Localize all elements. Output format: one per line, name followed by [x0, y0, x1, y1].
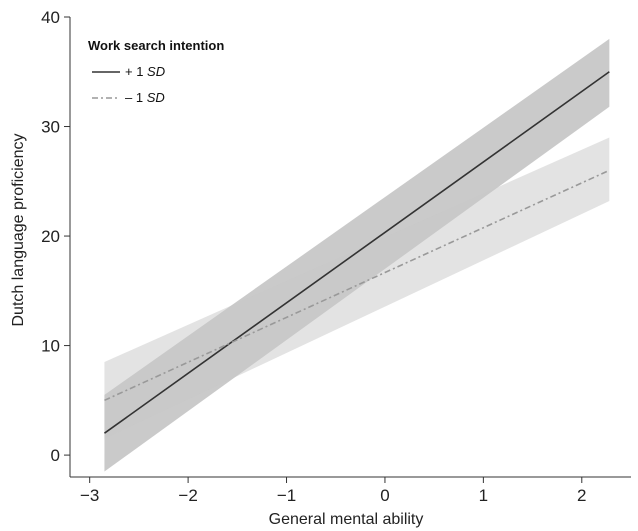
confidence-bands — [104, 38, 610, 472]
legend-title: Work search intention — [88, 38, 224, 53]
line-series-1 — [103, 71, 610, 434]
y-axis-title: Dutch language proficiency — [10, 133, 27, 326]
x-tick-label: 0 — [380, 486, 389, 505]
line-series-2 — [104, 169, 610, 402]
x-tick-label: −2 — [178, 486, 197, 505]
legend-label-plus-1sd: + 1 SD — [125, 64, 165, 79]
series-lines — [103, 71, 610, 434]
y-tick-label: 30 — [41, 118, 60, 137]
legend-label-minus-1sd: – 1 SD — [125, 90, 165, 105]
y-ticks: 0 10 20 30 40 — [41, 8, 70, 465]
x-tick-label: 2 — [577, 486, 586, 505]
legend: Work search intention + 1 SD – 1 SD — [88, 38, 224, 105]
x-axis-title: General mental ability — [269, 511, 424, 528]
x-tick-label: −1 — [277, 486, 296, 505]
x-tick-label: −3 — [80, 486, 99, 505]
y-tick-label: 20 — [41, 227, 60, 246]
y-tick-label: 0 — [51, 446, 60, 465]
x-tick-label: 1 — [479, 486, 488, 505]
confidence-band-series-2 — [104, 137, 610, 439]
y-tick-label: 40 — [41, 8, 60, 27]
x-ticks: −3 −2 −1 0 1 2 — [80, 477, 587, 505]
y-tick-label: 10 — [41, 337, 60, 356]
